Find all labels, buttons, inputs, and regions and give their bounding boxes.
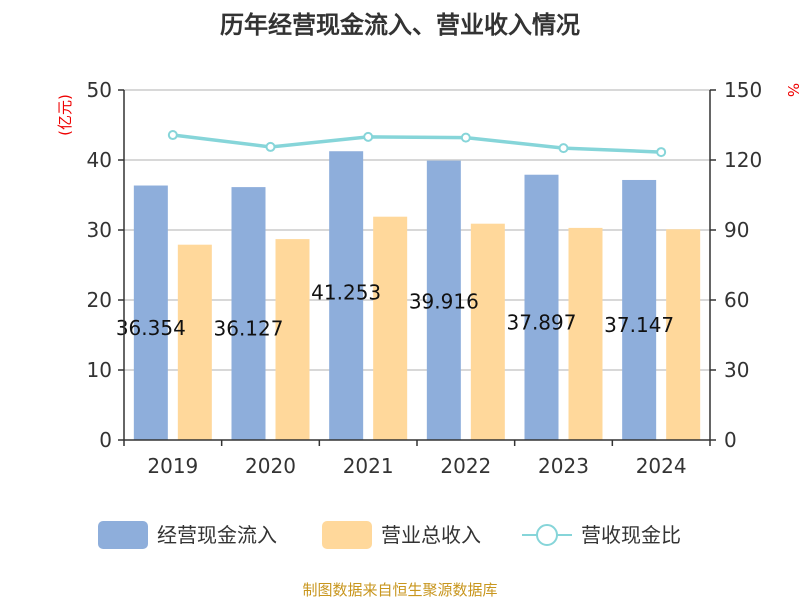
- bar-data-label: 39.916: [409, 289, 479, 313]
- bar-data-label: 37.897: [507, 310, 577, 334]
- legend-label-ratio: 营收现金比: [581, 523, 681, 547]
- x-tick-label: 2023: [538, 454, 589, 478]
- ratio-point: [265, 141, 276, 152]
- ratio-point: [558, 143, 569, 154]
- ratio-point: [460, 132, 471, 143]
- footer-source: 制图数据来自恒生聚源数据库: [302, 581, 497, 599]
- right-axis-label: %: [784, 83, 800, 97]
- legend-swatch-cash-inflow: [98, 521, 148, 549]
- chart-title: 历年经营现金流入、营业收入情况: [220, 11, 580, 39]
- x-tick-label: 2021: [343, 454, 394, 478]
- bar-revenue: [373, 216, 408, 440]
- ratio-line: [172, 133, 662, 154]
- left-tick-label: 40: [87, 148, 112, 172]
- left-axis-label: (亿元): [56, 94, 74, 136]
- legend-marker-ratio: [536, 524, 558, 546]
- bar-revenue: [177, 244, 212, 440]
- right-tick-label: 90: [724, 218, 749, 242]
- bar-cash-inflow: [231, 187, 266, 440]
- bar-revenue: [275, 239, 310, 440]
- right-tick-label: 150: [724, 78, 762, 102]
- bar-data-label: 37.147: [604, 313, 674, 337]
- bar-cash-inflow: [622, 179, 657, 440]
- bar-cash-inflow: [524, 174, 559, 440]
- bar-revenue: [470, 223, 505, 440]
- bar-revenue: [568, 227, 603, 440]
- bar-cash-inflow: [329, 151, 364, 440]
- ratio-point: [656, 147, 667, 158]
- legend-swatch-revenue: [322, 521, 372, 549]
- x-tick-label: 2019: [147, 454, 198, 478]
- left-tick-label: 10: [87, 358, 112, 382]
- right-tick-label: 0: [724, 428, 737, 452]
- bar-revenue: [666, 229, 701, 440]
- left-tick-label: 30: [87, 218, 112, 242]
- left-tick-label: 0: [99, 428, 112, 452]
- bar-cash-inflow: [426, 160, 461, 440]
- right-tick-label: 30: [724, 358, 749, 382]
- left-tick-label: 50: [87, 78, 112, 102]
- legend-label-revenue: 营业总收入: [381, 523, 481, 547]
- bar-data-label: 36.127: [214, 317, 284, 341]
- x-tick-label: 2020: [245, 454, 296, 478]
- left-tick-label: 20: [87, 288, 112, 312]
- bar-data-label: 36.354: [116, 316, 186, 340]
- bar-cash-inflow: [133, 185, 168, 440]
- right-tick-label: 60: [724, 288, 749, 312]
- x-tick-label: 2024: [636, 454, 687, 478]
- ratio-point: [167, 130, 178, 141]
- x-tick-label: 2022: [440, 454, 491, 478]
- right-tick-label: 120: [724, 148, 762, 172]
- legend-label-cash-inflow: 经营现金流入: [157, 523, 277, 547]
- bar-data-label: 41.253: [311, 281, 381, 305]
- ratio-point: [363, 131, 374, 142]
